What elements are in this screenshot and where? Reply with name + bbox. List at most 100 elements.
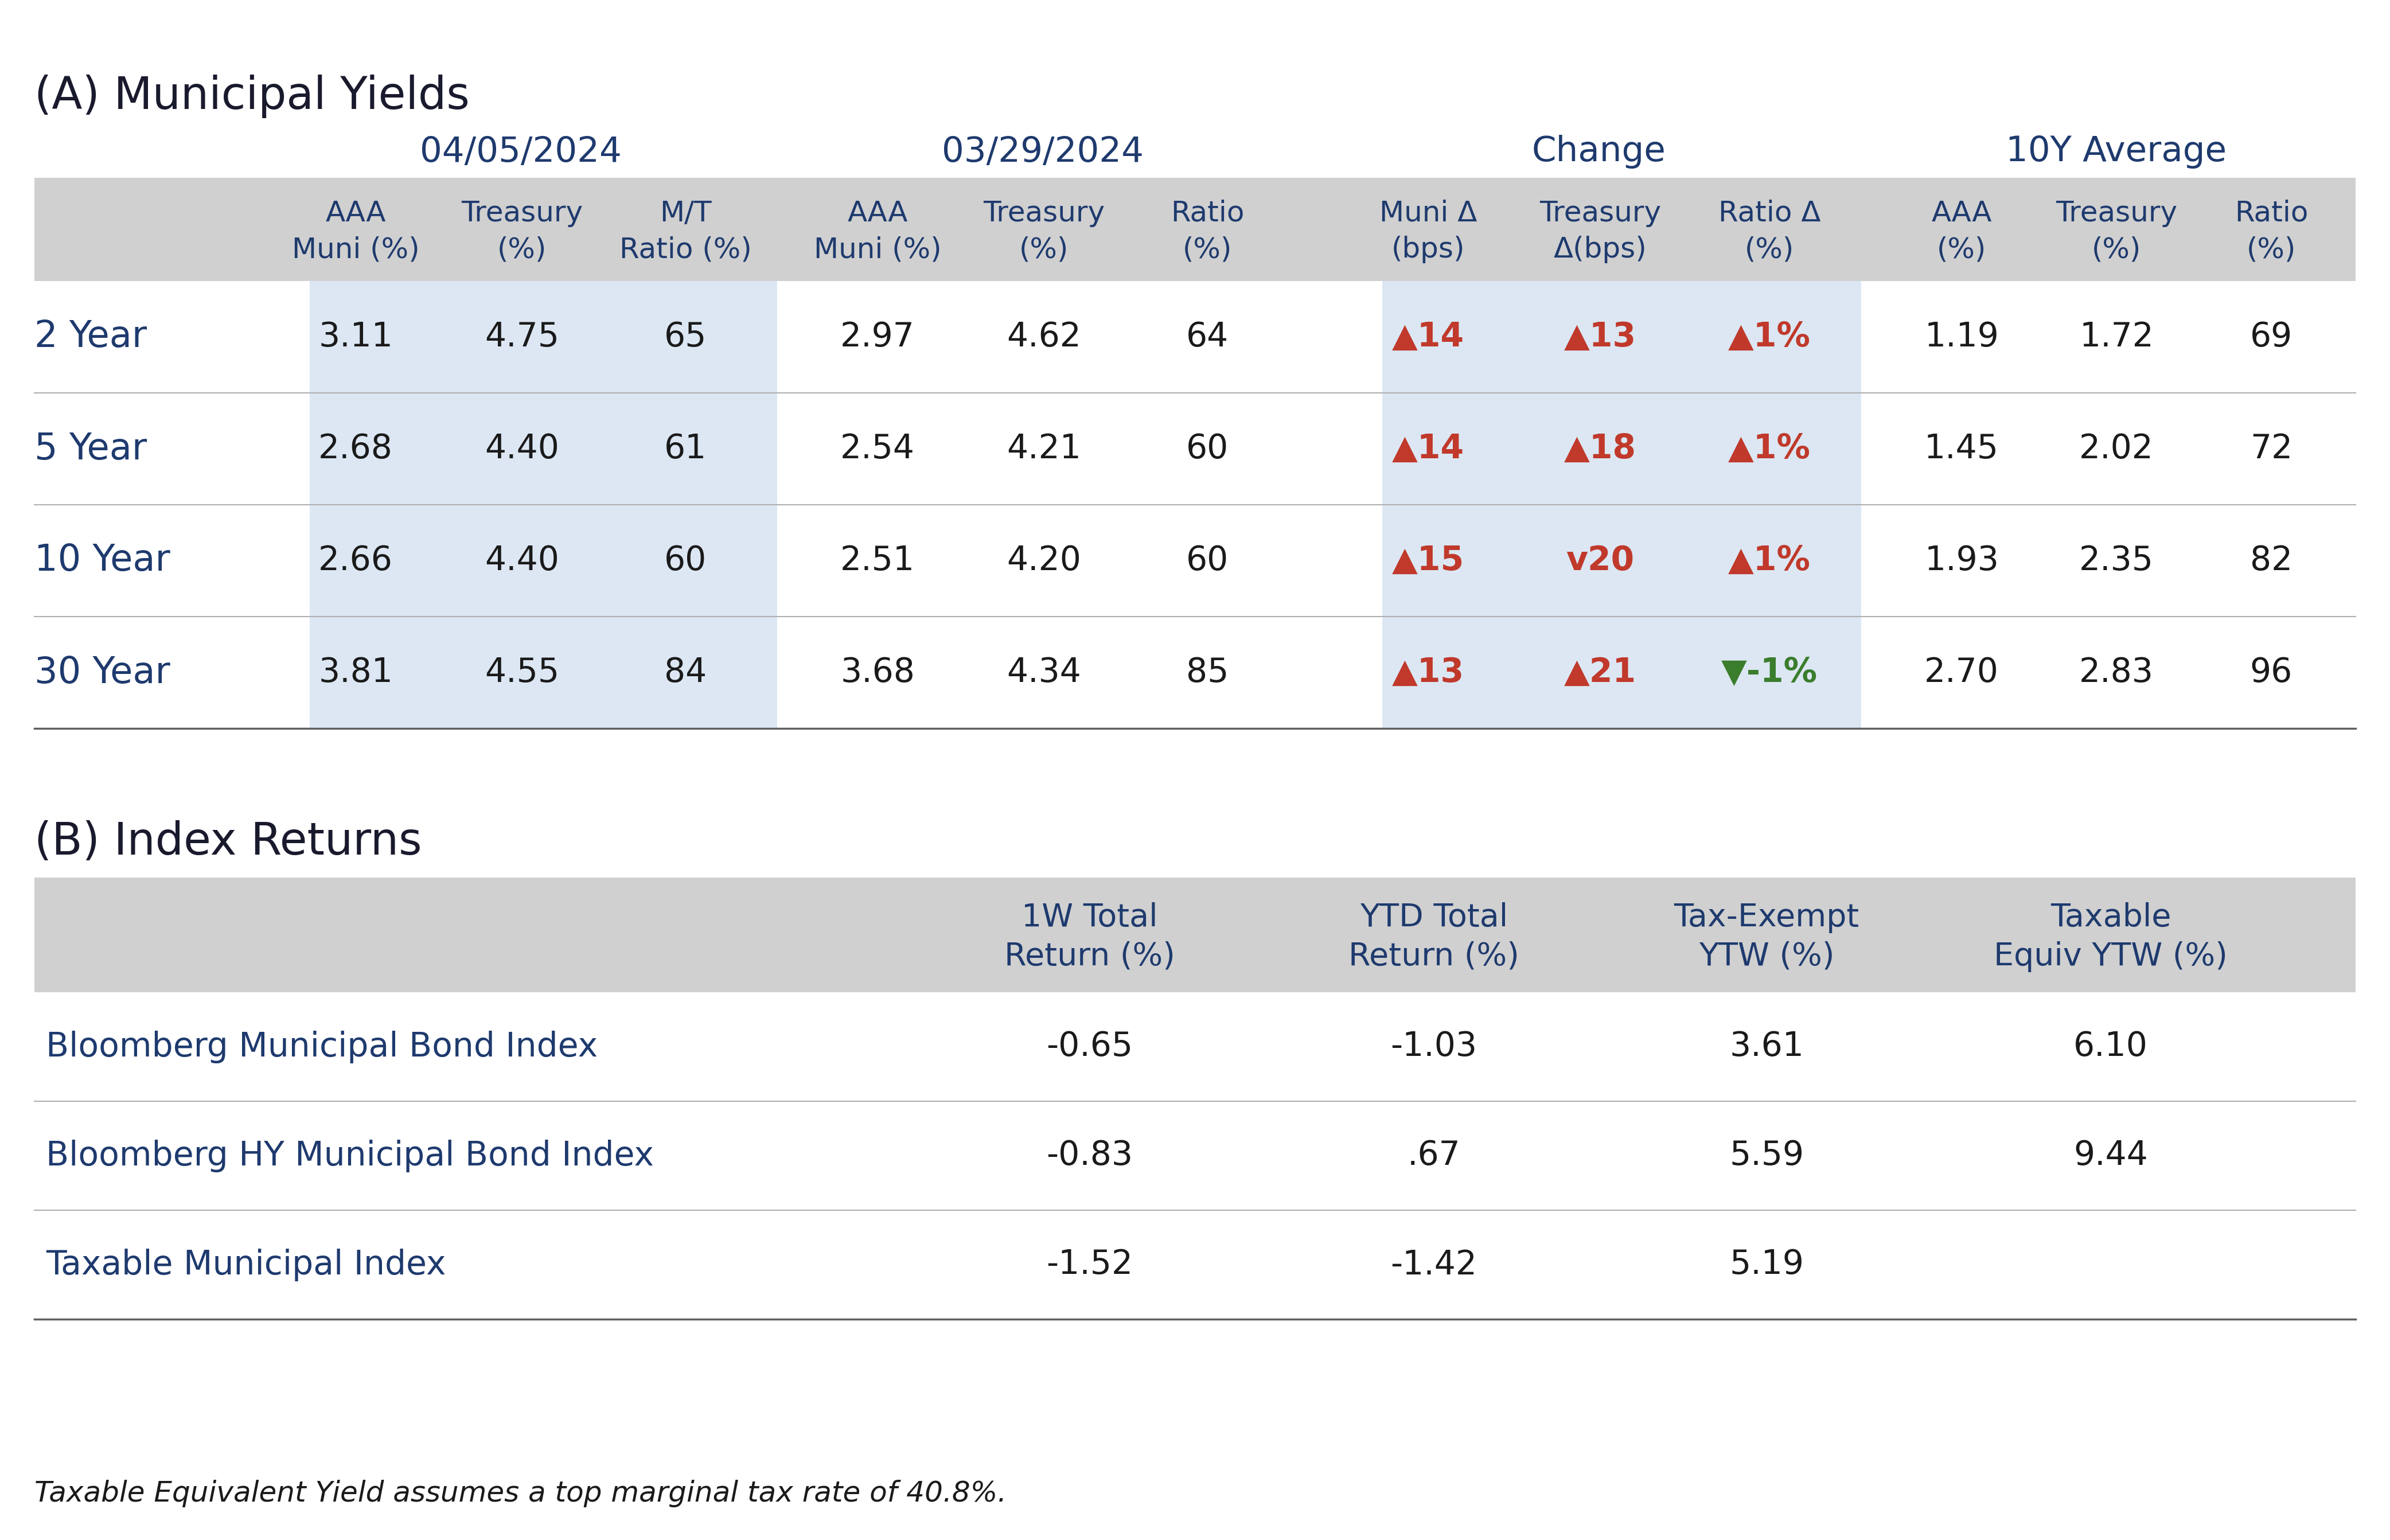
Text: ▲14: ▲14 — [1391, 433, 1465, 465]
Text: (%): (%) — [1018, 236, 1068, 263]
Text: 4.40: 4.40 — [485, 544, 559, 578]
Text: (B) Index Returns: (B) Index Returns — [33, 821, 423, 864]
Text: 60: 60 — [1185, 544, 1228, 578]
Text: 3.81: 3.81 — [318, 656, 392, 688]
Text: 82: 82 — [2249, 544, 2292, 578]
Text: 4.62: 4.62 — [1006, 320, 1080, 353]
Text: Δ(bps): Δ(bps) — [1554, 236, 1647, 263]
Text: Tax-Exempt: Tax-Exempt — [1673, 902, 1859, 933]
Text: 2.02: 2.02 — [2079, 433, 2153, 465]
Text: 6.10: 6.10 — [2075, 1030, 2149, 1063]
Text: -0.65: -0.65 — [1047, 1030, 1133, 1063]
Text: Return (%): Return (%) — [1348, 941, 1520, 972]
Bar — [33, 878, 2357, 992]
Text: (A) Municipal Yields: (A) Municipal Yields — [33, 74, 468, 119]
Text: YTD Total: YTD Total — [1360, 902, 1508, 933]
Text: 4.21: 4.21 — [1006, 433, 1080, 465]
Text: AAA: AAA — [1931, 200, 1991, 226]
Text: (%): (%) — [1936, 236, 1986, 263]
Text: 96: 96 — [2249, 656, 2292, 688]
Text: AAA: AAA — [325, 200, 385, 226]
Text: 5.19: 5.19 — [1730, 1249, 1804, 1281]
Text: -1.42: -1.42 — [1391, 1249, 1477, 1281]
Bar — [1381, 280, 1862, 728]
Text: 60: 60 — [1185, 433, 1228, 465]
Text: Bloomberg Municipal Bond Index: Bloomberg Municipal Bond Index — [45, 1030, 598, 1063]
Text: 3.68: 3.68 — [841, 656, 915, 688]
Text: (%): (%) — [2091, 236, 2141, 263]
Text: 72: 72 — [2249, 433, 2292, 465]
Text: YTW (%): YTW (%) — [1699, 941, 1836, 972]
Text: -1.52: -1.52 — [1047, 1249, 1133, 1281]
Text: M/T: M/T — [660, 200, 712, 226]
Text: ▲13: ▲13 — [1391, 656, 1465, 688]
Text: 1.72: 1.72 — [2079, 320, 2153, 353]
Text: 1.93: 1.93 — [1924, 544, 1998, 578]
Text: ▲1%: ▲1% — [1728, 433, 1812, 465]
Bar — [311, 280, 777, 728]
Text: 1W Total: 1W Total — [1021, 902, 1157, 933]
Text: (%): (%) — [497, 236, 547, 263]
Text: ▲1%: ▲1% — [1728, 544, 1812, 578]
Text: (%): (%) — [1183, 236, 1233, 263]
Text: 1.19: 1.19 — [1924, 320, 1998, 353]
Text: 2.83: 2.83 — [2079, 656, 2153, 688]
Text: 4.34: 4.34 — [1006, 656, 1080, 688]
Text: 5 Year: 5 Year — [33, 431, 146, 467]
Text: Treasury: Treasury — [982, 200, 1104, 226]
Text: 3.61: 3.61 — [1730, 1030, 1804, 1063]
Text: Ratio Δ: Ratio Δ — [1718, 200, 1821, 226]
Text: 10Y Average: 10Y Average — [2005, 136, 2227, 169]
Text: 3.11: 3.11 — [318, 320, 392, 353]
Text: ▲18: ▲18 — [1563, 433, 1637, 465]
Text: Taxable Equivalent Yield assumes a top marginal tax rate of 40.8%.: Taxable Equivalent Yield assumes a top m… — [33, 1480, 1006, 1508]
Text: 2.35: 2.35 — [2079, 544, 2153, 578]
Text: v20: v20 — [1565, 544, 1635, 578]
Text: Ratio (%): Ratio (%) — [619, 236, 750, 263]
Text: AAA: AAA — [848, 200, 908, 226]
Text: 84: 84 — [664, 656, 707, 688]
Text: Muni (%): Muni (%) — [292, 236, 421, 263]
Text: Taxable: Taxable — [2051, 902, 2170, 933]
Text: 5.59: 5.59 — [1730, 1140, 1804, 1172]
Text: ▲1%: ▲1% — [1728, 320, 1812, 353]
Text: 2 Year: 2 Year — [33, 319, 146, 354]
Text: 2.51: 2.51 — [841, 544, 915, 578]
Text: 4.40: 4.40 — [485, 433, 559, 465]
Text: Treasury: Treasury — [461, 200, 583, 226]
Text: Ratio: Ratio — [2235, 200, 2309, 226]
Text: 2.97: 2.97 — [841, 320, 915, 353]
Text: 85: 85 — [1185, 656, 1228, 688]
Text: 2.54: 2.54 — [841, 433, 915, 465]
Text: (bps): (bps) — [1391, 236, 1465, 263]
Text: .67: .67 — [1408, 1140, 1460, 1172]
Text: 2.68: 2.68 — [318, 433, 392, 465]
Text: ▲13: ▲13 — [1563, 320, 1637, 353]
Text: ▲21: ▲21 — [1563, 656, 1637, 688]
Text: 4.55: 4.55 — [485, 656, 559, 688]
Text: -0.83: -0.83 — [1047, 1140, 1133, 1172]
Text: ▲14: ▲14 — [1391, 320, 1465, 353]
Text: 65: 65 — [664, 320, 707, 353]
Text: Treasury: Treasury — [2055, 200, 2177, 226]
Text: 64: 64 — [1185, 320, 1228, 353]
Text: 2.70: 2.70 — [1924, 656, 1998, 688]
Text: Muni (%): Muni (%) — [813, 236, 942, 263]
Text: 2.66: 2.66 — [318, 544, 392, 578]
Text: 60: 60 — [664, 544, 707, 578]
Text: 9.44: 9.44 — [2075, 1140, 2149, 1172]
Text: 4.75: 4.75 — [485, 320, 559, 353]
Text: Bloomberg HY Municipal Bond Index: Bloomberg HY Municipal Bond Index — [45, 1140, 655, 1172]
Text: 4.20: 4.20 — [1006, 544, 1080, 578]
Text: ▲15: ▲15 — [1391, 544, 1465, 578]
Text: (%): (%) — [2247, 236, 2297, 263]
Text: -1.03: -1.03 — [1391, 1030, 1477, 1063]
Text: 04/05/2024: 04/05/2024 — [421, 136, 621, 169]
Text: 30 Year: 30 Year — [33, 654, 170, 690]
Text: Equiv YTW (%): Equiv YTW (%) — [1993, 941, 2227, 972]
Text: Muni Δ: Muni Δ — [1379, 200, 1477, 226]
Text: Taxable Municipal Index: Taxable Municipal Index — [45, 1249, 447, 1281]
Text: Treasury: Treasury — [1539, 200, 1661, 226]
Text: Return (%): Return (%) — [1004, 941, 1176, 972]
Text: 1.45: 1.45 — [1924, 433, 1998, 465]
